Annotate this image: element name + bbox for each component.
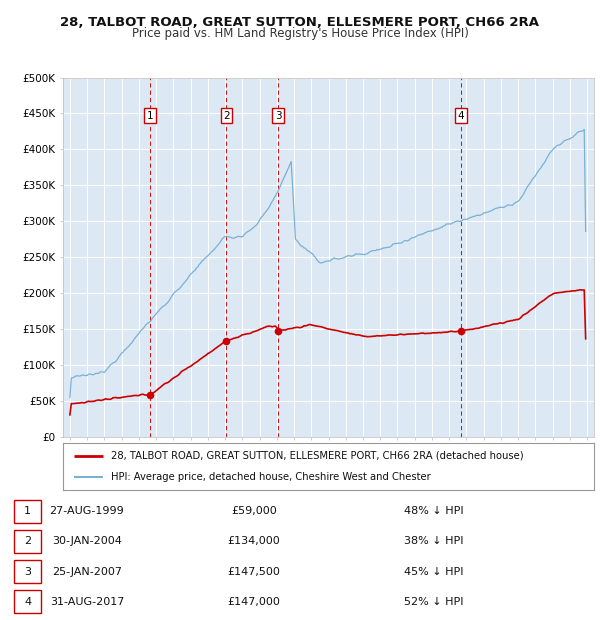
Text: 45% ↓ HPI: 45% ↓ HPI [404, 567, 463, 577]
Text: 4: 4 [24, 597, 31, 607]
FancyBboxPatch shape [14, 500, 41, 523]
Text: HPI: Average price, detached house, Cheshire West and Chester: HPI: Average price, detached house, Ches… [111, 472, 431, 482]
Text: £59,000: £59,000 [231, 506, 277, 516]
Text: 1: 1 [147, 110, 154, 121]
Text: £147,000: £147,000 [227, 597, 280, 607]
Text: £134,000: £134,000 [227, 536, 280, 546]
Text: 4: 4 [457, 110, 464, 121]
Text: £147,500: £147,500 [227, 567, 280, 577]
Text: 27-AUG-1999: 27-AUG-1999 [50, 506, 124, 516]
Text: 31-AUG-2017: 31-AUG-2017 [50, 597, 124, 607]
Text: 30-JAN-2004: 30-JAN-2004 [52, 536, 122, 546]
Text: 48% ↓ HPI: 48% ↓ HPI [404, 506, 463, 516]
Text: 52% ↓ HPI: 52% ↓ HPI [404, 597, 463, 607]
Text: 2: 2 [24, 536, 31, 546]
FancyBboxPatch shape [14, 590, 41, 613]
Text: 38% ↓ HPI: 38% ↓ HPI [404, 536, 463, 546]
Text: 28, TALBOT ROAD, GREAT SUTTON, ELLESMERE PORT, CH66 2RA (detached house): 28, TALBOT ROAD, GREAT SUTTON, ELLESMERE… [111, 451, 523, 461]
Text: Price paid vs. HM Land Registry's House Price Index (HPI): Price paid vs. HM Land Registry's House … [131, 27, 469, 40]
Text: 28, TALBOT ROAD, GREAT SUTTON, ELLESMERE PORT, CH66 2RA: 28, TALBOT ROAD, GREAT SUTTON, ELLESMERE… [61, 16, 539, 29]
FancyBboxPatch shape [14, 530, 41, 553]
Text: 1: 1 [24, 506, 31, 516]
Text: 3: 3 [275, 110, 281, 121]
Text: 25-JAN-2007: 25-JAN-2007 [52, 567, 122, 577]
Text: 3: 3 [24, 567, 31, 577]
FancyBboxPatch shape [14, 560, 41, 583]
Text: 2: 2 [223, 110, 230, 121]
